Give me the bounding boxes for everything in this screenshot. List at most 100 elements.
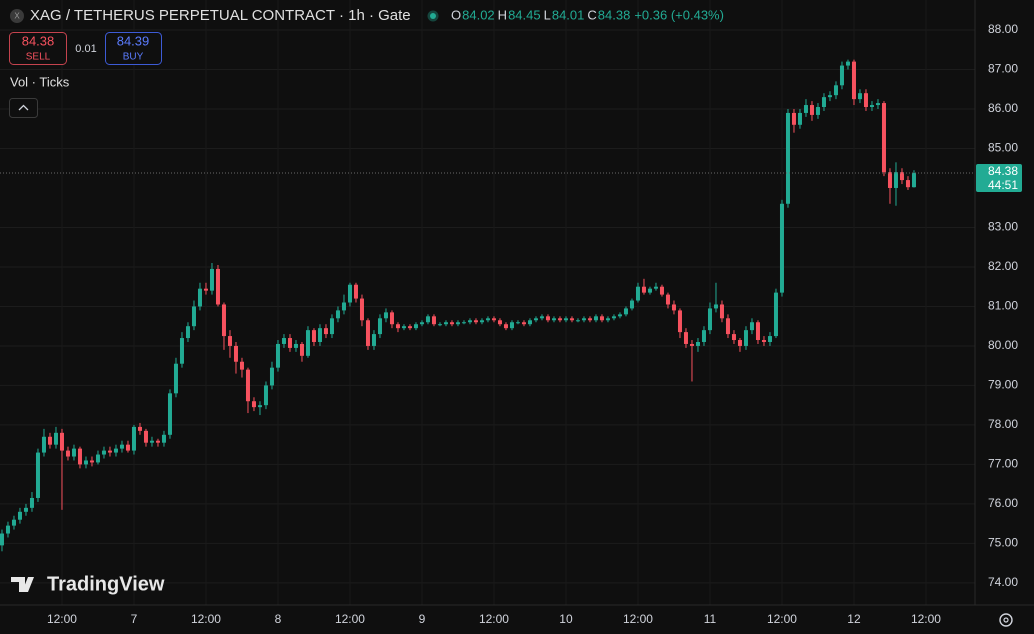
candle-body xyxy=(0,533,4,546)
candle-body xyxy=(365,320,370,346)
candle-body xyxy=(653,286,658,289)
candle-body xyxy=(227,336,232,346)
candle-body xyxy=(665,294,670,305)
candle-body xyxy=(539,316,544,319)
candle-body xyxy=(821,97,826,108)
candle-body xyxy=(545,316,550,321)
candle-body xyxy=(413,324,418,329)
candle-body xyxy=(683,332,688,344)
candle-body xyxy=(617,314,622,317)
candle-body xyxy=(281,338,286,344)
candle-body xyxy=(491,318,496,321)
buy-price: 84.39 xyxy=(117,33,150,48)
candle-body xyxy=(251,401,256,408)
candle-body xyxy=(761,340,766,342)
candle-body xyxy=(851,61,856,100)
ohlc-value: 84.38 xyxy=(598,7,631,22)
change: +0.36 (+0.43%) xyxy=(634,7,724,22)
chart-title[interactable]: XAG / TETHERUS PERPETUAL CONTRACT · 1h ·… xyxy=(30,7,411,24)
candle-body xyxy=(905,180,910,188)
candle-body xyxy=(533,318,538,321)
candle-body xyxy=(449,322,454,325)
candle-body xyxy=(47,436,52,445)
candle-body xyxy=(521,322,526,325)
candle-body xyxy=(461,322,466,324)
candle-body xyxy=(869,105,874,108)
candle-body xyxy=(773,292,778,337)
candles xyxy=(0,59,916,552)
candle-body xyxy=(677,310,682,333)
candle-body xyxy=(161,434,166,443)
candle-body xyxy=(623,308,628,315)
candle-body xyxy=(467,320,472,323)
candle-body xyxy=(23,507,28,512)
candle-body xyxy=(221,304,226,337)
candle-body xyxy=(179,338,184,364)
candle-body xyxy=(743,330,748,346)
candle-body xyxy=(845,61,850,66)
candle-body xyxy=(293,343,298,348)
candle-body xyxy=(167,393,172,435)
ohlc-legend: O 84.02 H 84.45 L 84.01 C 84.38 xyxy=(451,7,630,22)
candle-body xyxy=(317,328,322,342)
x-tick-label: 8 xyxy=(275,612,282,626)
spread: 0.01 xyxy=(75,43,96,55)
candle-body xyxy=(443,322,448,325)
candle-body xyxy=(287,338,292,348)
candle-body xyxy=(323,328,328,335)
candle-body xyxy=(437,324,442,326)
y-tick-label: 79.00 xyxy=(988,378,1018,392)
candle-body xyxy=(101,450,106,455)
indicator-label[interactable]: Vol · Ticks xyxy=(10,74,70,89)
candle-body xyxy=(119,444,124,449)
candle-body xyxy=(599,316,604,321)
candle-body xyxy=(275,343,280,368)
y-tick-label: 78.00 xyxy=(988,417,1018,431)
candle-body xyxy=(551,318,556,321)
candle-body xyxy=(305,330,310,356)
candle-body xyxy=(143,430,148,443)
candle-body xyxy=(485,318,490,321)
x-tick-label: 12:00 xyxy=(191,612,221,626)
candle-body xyxy=(875,103,880,106)
candle-body xyxy=(731,334,736,341)
candle-body xyxy=(641,286,646,293)
ohlc-value: 84.45 xyxy=(508,7,541,22)
collapse-button[interactable] xyxy=(9,98,38,118)
candle-body xyxy=(671,304,676,311)
ohlc-label: C xyxy=(587,7,596,22)
candle-body xyxy=(71,448,76,457)
candle-body xyxy=(713,304,718,309)
candle-body xyxy=(809,105,814,115)
candle-body xyxy=(125,444,130,451)
candle-body xyxy=(587,318,592,321)
y-tick-label: 88.00 xyxy=(988,22,1018,36)
ohlc-label: L xyxy=(544,7,551,22)
symbol-icon-glyph: X xyxy=(14,12,20,21)
watermark-logo xyxy=(11,577,34,592)
candle-body xyxy=(377,318,382,335)
candle-body xyxy=(269,367,274,386)
x-tick-label: 12:00 xyxy=(479,612,509,626)
sell-price: 84.38 xyxy=(22,33,55,48)
candle-body xyxy=(407,326,412,329)
candle-body xyxy=(527,320,532,325)
candle-body xyxy=(341,302,346,311)
candle-body xyxy=(815,107,820,115)
candle-body xyxy=(155,440,160,443)
candle-body xyxy=(335,310,340,319)
candle-body xyxy=(785,112,790,204)
x-tick-label: 12:00 xyxy=(335,612,365,626)
y-tick-label: 74.00 xyxy=(988,575,1018,589)
sell-button[interactable] xyxy=(9,32,67,65)
x-tick-label: 9 xyxy=(419,612,426,626)
x-tick-label: 10 xyxy=(559,612,573,626)
candle-body xyxy=(191,306,196,327)
settings-icon[interactable] xyxy=(999,613,1013,627)
candle-body xyxy=(629,300,634,309)
candle-body xyxy=(137,426,142,431)
y-tick-label: 87.00 xyxy=(988,62,1018,76)
candle-body xyxy=(767,336,772,342)
buy-button[interactable] xyxy=(105,32,162,65)
